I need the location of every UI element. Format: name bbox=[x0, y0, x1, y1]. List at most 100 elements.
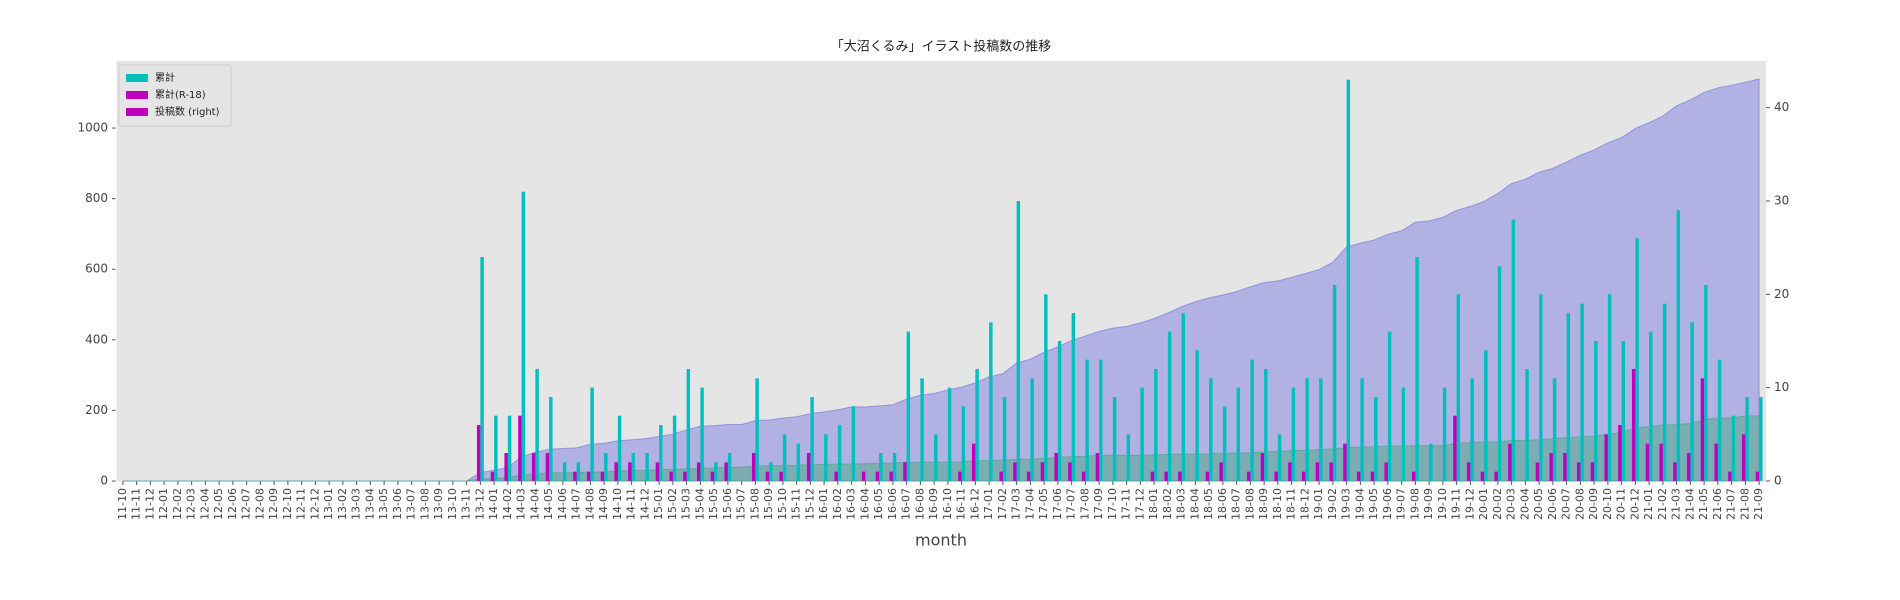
bar bbox=[1401, 387, 1406, 481]
bar bbox=[810, 397, 814, 481]
bar bbox=[1044, 294, 1048, 481]
x-tick-label: 19-01 bbox=[1312, 488, 1325, 520]
x-tick-label: 12-03 bbox=[185, 488, 198, 520]
x-tick-label: 20-11 bbox=[1615, 488, 1628, 520]
bar bbox=[1497, 266, 1502, 481]
bar bbox=[1343, 443, 1347, 481]
bar bbox=[490, 471, 495, 481]
bar bbox=[1030, 378, 1034, 481]
bar bbox=[1126, 434, 1131, 481]
bar bbox=[655, 462, 660, 481]
bar bbox=[686, 369, 691, 481]
bar bbox=[1549, 453, 1553, 481]
bar bbox=[1150, 471, 1155, 481]
bar bbox=[1580, 303, 1584, 481]
bar bbox=[1236, 387, 1241, 481]
bar bbox=[906, 331, 911, 481]
x-tick-label: 11-11 bbox=[130, 488, 143, 520]
x-tick-label: 12-11 bbox=[295, 488, 308, 520]
x-tick-label: 13-11 bbox=[460, 488, 473, 520]
x-tick-label: 15-05 bbox=[707, 488, 720, 520]
bar bbox=[631, 453, 636, 481]
x-tick-label: 17-03 bbox=[1010, 488, 1023, 520]
x-tick-label: 20-02 bbox=[1491, 488, 1504, 520]
x-tick-label: 12-04 bbox=[198, 488, 211, 520]
bar bbox=[507, 415, 512, 481]
x-tick-label: 18-12 bbox=[1298, 488, 1311, 520]
bar bbox=[1178, 471, 1182, 481]
bar bbox=[1164, 471, 1168, 481]
bar bbox=[1621, 341, 1626, 481]
x-tick-label: 19-12 bbox=[1463, 488, 1476, 520]
bar bbox=[971, 443, 976, 481]
y2-tick-label: 10 bbox=[1774, 380, 1789, 394]
bar bbox=[645, 453, 649, 481]
bar bbox=[628, 462, 632, 481]
bar bbox=[1535, 462, 1540, 481]
bar bbox=[549, 397, 553, 481]
x-tick-label: 16-08 bbox=[913, 488, 926, 520]
bar bbox=[1219, 462, 1223, 481]
bar bbox=[834, 471, 838, 481]
x-tick-label: 12-10 bbox=[281, 488, 294, 520]
x-tick-label: 12-02 bbox=[171, 488, 184, 520]
bar bbox=[879, 453, 883, 481]
bar bbox=[1013, 462, 1017, 481]
x-tick-label: 12-12 bbox=[308, 488, 321, 520]
x-tick-label: 15-04 bbox=[693, 488, 706, 520]
x-tick-label: 21-03 bbox=[1670, 488, 1683, 520]
bar bbox=[521, 191, 526, 481]
x-tick-label: 20-10 bbox=[1601, 488, 1614, 520]
x-tick-label: 18-10 bbox=[1271, 488, 1284, 520]
bar bbox=[1315, 462, 1320, 481]
bar bbox=[1057, 341, 1062, 481]
bar bbox=[1195, 350, 1199, 481]
x-tick-label: 14-04 bbox=[528, 488, 541, 520]
bar bbox=[1456, 294, 1461, 481]
x-tick-label: 20-01 bbox=[1477, 488, 1490, 520]
bar bbox=[1002, 397, 1007, 481]
bar bbox=[1676, 210, 1681, 482]
bar bbox=[604, 453, 608, 481]
bar bbox=[1360, 378, 1364, 481]
x-tick-label: 17-07 bbox=[1065, 488, 1078, 520]
bar bbox=[903, 462, 907, 481]
x-tick-label: 18-04 bbox=[1188, 488, 1201, 520]
x-tick-label: 13-06 bbox=[391, 488, 404, 520]
bar bbox=[1329, 462, 1333, 481]
bar bbox=[1356, 471, 1361, 481]
x-tick-label: 21-05 bbox=[1697, 488, 1710, 520]
x-tick-label: 18-01 bbox=[1147, 488, 1160, 520]
plot-area bbox=[116, 61, 1766, 481]
bar bbox=[586, 471, 591, 481]
x-tick-label: 20-08 bbox=[1573, 488, 1586, 520]
legend-swatch bbox=[126, 91, 148, 99]
x-tick-label: 18-02 bbox=[1161, 488, 1174, 520]
x-tick-label: 13-09 bbox=[432, 488, 445, 520]
x-tick-label: 12-06 bbox=[226, 488, 239, 520]
bar bbox=[573, 471, 577, 481]
bar bbox=[1071, 313, 1076, 481]
bar bbox=[1659, 443, 1663, 481]
bar bbox=[1040, 462, 1045, 481]
bar bbox=[958, 471, 962, 481]
bar bbox=[1700, 378, 1705, 481]
bar bbox=[1717, 359, 1722, 481]
bar bbox=[1466, 462, 1471, 481]
bar bbox=[1222, 406, 1227, 481]
bar bbox=[1704, 285, 1708, 481]
bar bbox=[751, 453, 756, 481]
bar bbox=[796, 443, 801, 481]
x-tick-label: 13-05 bbox=[377, 488, 390, 520]
x-tick-label: 21-06 bbox=[1711, 488, 1724, 520]
bar bbox=[531, 453, 536, 481]
x-tick-label: 17-06 bbox=[1051, 488, 1064, 520]
bar bbox=[700, 387, 704, 481]
bar bbox=[1508, 443, 1512, 481]
bar bbox=[1250, 359, 1254, 481]
bar bbox=[1552, 378, 1557, 481]
x-tick-label: 15-07 bbox=[735, 488, 748, 520]
x-tick-label: 16-12 bbox=[968, 488, 981, 520]
bar bbox=[1167, 331, 1172, 481]
bar bbox=[1566, 313, 1571, 481]
